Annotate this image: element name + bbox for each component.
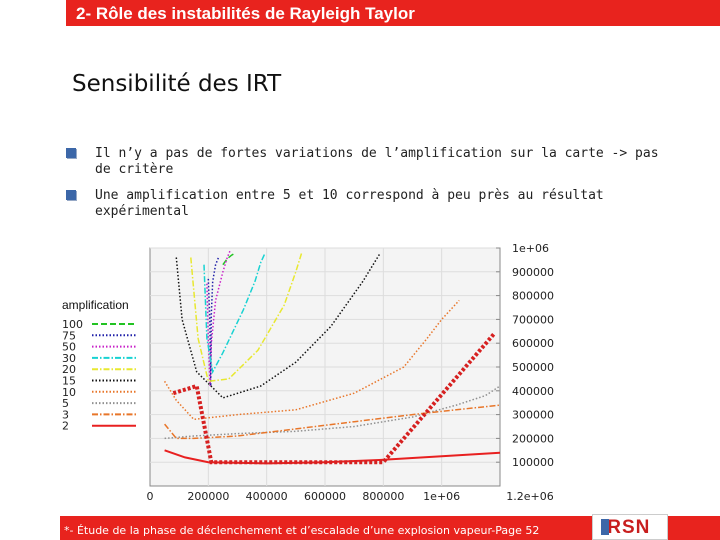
y-tick-label: 500000	[512, 361, 554, 374]
series-line-15	[175, 252, 382, 399]
page-title: 2- Rôle des instabilités de Rayleigh Tay…	[76, 4, 415, 23]
legend-label: 5	[62, 397, 69, 410]
chart-svg: 0 200000 400000 600000 800000 1e+06 1.2e+06 100…	[60, 242, 554, 503]
slide-subtitle: Sensibilité des IRT	[72, 71, 282, 97]
x-tick-label: 600000	[304, 490, 346, 503]
footer-text: *- Étude de la phase de déclenchement et…	[64, 524, 540, 537]
legend-label: 10	[62, 386, 76, 399]
bullet-text: Une amplification entre 5 et 10 correspo…	[95, 188, 604, 219]
y-tick-label: 1e+06	[512, 242, 549, 255]
y-tick-label: 800000	[512, 290, 554, 303]
legend-label: 20	[62, 363, 76, 376]
y-tick-label: 900000	[512, 266, 554, 279]
title-bar: 2- Rôle des instabilités de Rayleigh Tay…	[66, 0, 720, 26]
legend-label: 75	[62, 329, 76, 342]
logo-bar-icon	[601, 519, 609, 535]
series-line-3	[164, 404, 501, 440]
legend-label: 30	[62, 352, 76, 365]
y-tick-label: 400000	[512, 385, 554, 398]
legend-title: amplification	[62, 298, 129, 312]
legend-label: 100	[62, 318, 83, 331]
series-line-10	[163, 299, 460, 421]
bullet-square-icon	[66, 148, 76, 158]
x-tick-label: 1e+06	[423, 490, 460, 503]
y-tick-label: 200000	[512, 432, 554, 445]
bullet-text: Il n’y a pas de fortes variations de l’a…	[95, 146, 659, 177]
x-tick-label: 200000	[187, 490, 229, 503]
x-tick-label: 0	[147, 490, 154, 503]
legend-label: 3	[62, 408, 69, 421]
series-line-20	[190, 252, 303, 383]
y-tick-label: 100000	[512, 456, 554, 469]
y-tick-label: 300000	[512, 409, 554, 422]
legend-label: 50	[62, 341, 76, 354]
y-tick-label: 700000	[512, 313, 554, 326]
logo-text: IRSN	[601, 517, 651, 538]
series-line-5	[164, 385, 501, 440]
amplification-chart: 0 200000 400000 600000 800000 1e+06 1.2e+06 100…	[60, 238, 570, 508]
legend-label: 2	[62, 420, 69, 433]
bullet-item: Une amplification entre 5 et 10 correspo…	[66, 188, 666, 220]
series-line-75	[207, 257, 220, 387]
x-tick-label: 1.2e+06	[506, 490, 553, 503]
y-tick-label: 600000	[512, 337, 554, 350]
series-line-30	[203, 252, 266, 375]
bullet-item: Il n’y a pas de fortes variations de l’a…	[66, 146, 666, 178]
annotation-path	[172, 332, 496, 465]
irsn-logo: IRSN	[592, 514, 668, 540]
x-tick-label: 400000	[246, 490, 288, 503]
legend-title-bg	[60, 294, 148, 314]
bullet-list: Il n’y a pas de fortes variations de l’a…	[66, 146, 666, 230]
bullet-square-icon	[66, 190, 76, 200]
x-tick-label: 800000	[362, 490, 404, 503]
series-line-100	[222, 252, 237, 266]
legend-label: 15	[62, 375, 76, 388]
